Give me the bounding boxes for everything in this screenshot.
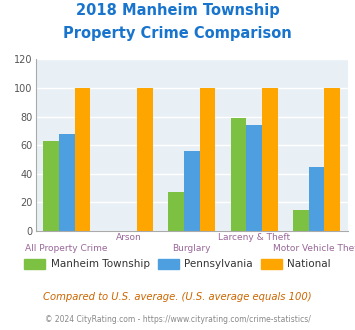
Bar — [168, 192, 184, 231]
Bar — [200, 88, 215, 231]
Bar — [324, 88, 340, 231]
Text: Motor Vehicle Theft: Motor Vehicle Theft — [273, 244, 355, 253]
Bar — [309, 167, 324, 231]
Text: Property Crime Comparison: Property Crime Comparison — [63, 26, 292, 41]
Text: Larceny & Theft: Larceny & Theft — [218, 233, 290, 242]
Bar — [246, 125, 262, 231]
Text: All Property Crime: All Property Crime — [26, 244, 108, 253]
Bar — [59, 134, 75, 231]
Bar — [43, 141, 59, 231]
Bar — [293, 210, 309, 231]
Text: 2018 Manheim Township: 2018 Manheim Township — [76, 3, 279, 18]
Bar — [262, 88, 278, 231]
Text: Arson: Arson — [116, 233, 142, 242]
Bar — [231, 118, 246, 231]
Text: Burglary: Burglary — [173, 244, 211, 253]
Bar — [184, 151, 200, 231]
Text: © 2024 CityRating.com - https://www.cityrating.com/crime-statistics/: © 2024 CityRating.com - https://www.city… — [45, 315, 310, 324]
Bar — [75, 88, 90, 231]
Bar — [137, 88, 153, 231]
Text: Compared to U.S. average. (U.S. average equals 100): Compared to U.S. average. (U.S. average … — [43, 292, 312, 302]
Legend: Manheim Township, Pennsylvania, National: Manheim Township, Pennsylvania, National — [20, 254, 335, 274]
